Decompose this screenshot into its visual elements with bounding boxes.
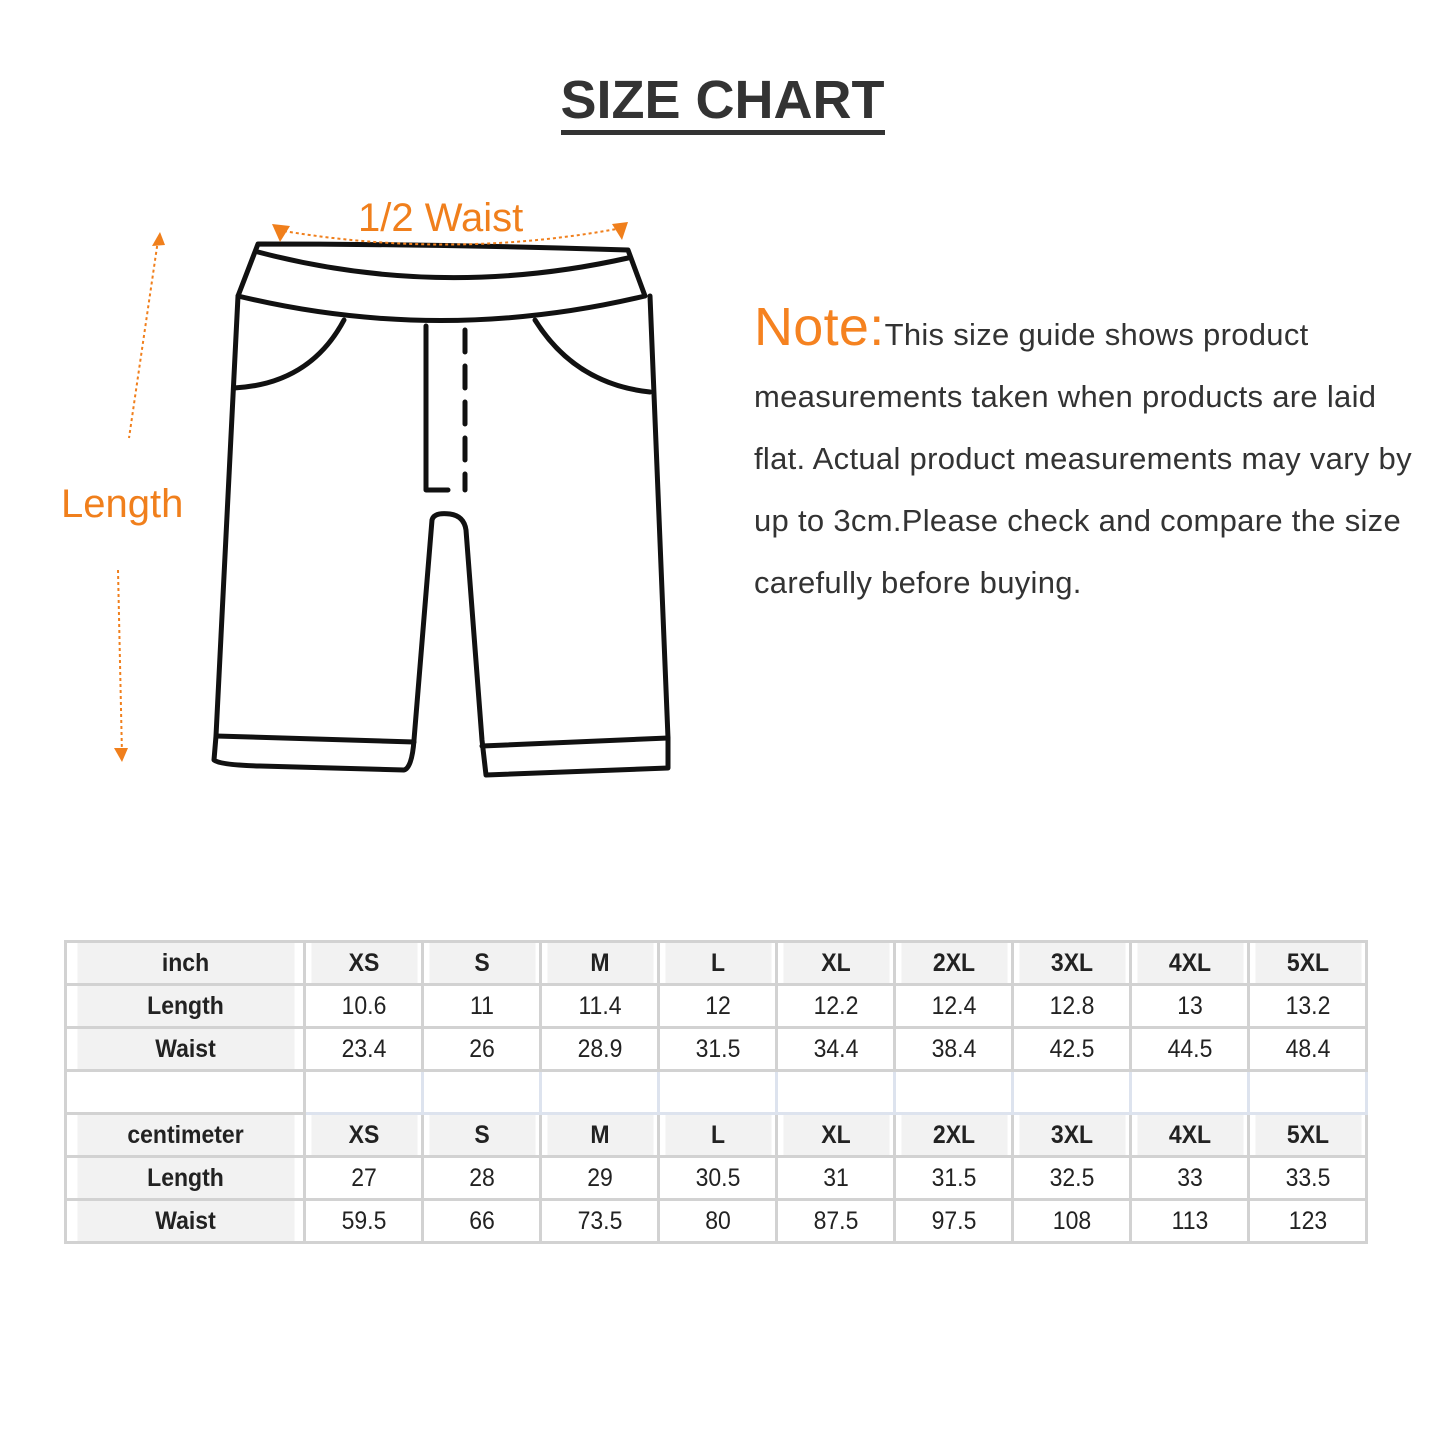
note-text: This size guide shows product measuremen… — [754, 317, 1412, 600]
table-cell: 59.5 — [307, 1198, 420, 1244]
empty-cell — [897, 1069, 1010, 1115]
table-cell: 12.2 — [779, 983, 892, 1029]
size-header: 5XL — [1251, 940, 1364, 986]
empty-cell — [543, 1069, 656, 1115]
table-cell: 113 — [1133, 1198, 1246, 1244]
table-cell: 108 — [1015, 1198, 1128, 1244]
shorts-outline — [211, 241, 671, 778]
size-header: 2XL — [897, 1112, 1010, 1158]
note: Note:This size guide shows product measu… — [754, 300, 1434, 614]
table-cell: 123 — [1251, 1198, 1364, 1244]
table-cell: 23.4 — [307, 1026, 420, 1072]
table-cell: 31 — [779, 1155, 892, 1201]
table-cell: 48.4 — [1251, 1026, 1364, 1072]
table-cell: 28 — [425, 1155, 538, 1201]
table-cell: 26 — [425, 1026, 538, 1072]
row-label: Length — [73, 983, 297, 1029]
size-header: M — [543, 1112, 656, 1158]
table-cell: 12.8 — [1015, 983, 1128, 1029]
size-header: 3XL — [1015, 1112, 1128, 1158]
row-label: Waist — [73, 1198, 297, 1244]
table-row: Waist 23.4 26 28.9 31.5 34.4 38.4 42.5 44.5 48.4 — [66, 1026, 1367, 1072]
table-cell: 87.5 — [779, 1198, 892, 1244]
header-row: centimeter XS S M L XL 2XL 3XL 4XL 5XL — [66, 1112, 1367, 1158]
size-header: 5XL — [1251, 1112, 1364, 1158]
measure-arrows — [117, 227, 623, 756]
size-header: L — [661, 1112, 774, 1158]
table-cell: 32.5 — [1015, 1155, 1128, 1201]
empty-cell — [73, 1069, 297, 1115]
table-row: Length 10.6 11 11.4 12 12.2 12.4 12.8 13 13.2 — [66, 983, 1367, 1029]
size-header: 2XL — [897, 940, 1010, 986]
table-cell: 44.5 — [1133, 1026, 1246, 1072]
size-header: S — [425, 940, 538, 986]
length-label: Length — [61, 482, 184, 526]
waist-label: 1/2 Waist — [358, 196, 524, 240]
table-cell: 31.5 — [897, 1155, 1010, 1201]
header-row: inch XS S M L XL 2XL 3XL 4XL 5XL — [66, 940, 1367, 986]
table-row: Length 27 28 29 30.5 31 31.5 32.5 33 33.5 — [66, 1155, 1367, 1201]
empty-cell — [425, 1069, 538, 1115]
size-header: M — [543, 940, 656, 986]
unit-header: centimeter — [73, 1112, 297, 1158]
size-header: XS — [307, 940, 420, 986]
empty-cell — [661, 1069, 774, 1115]
empty-cell — [1251, 1069, 1364, 1115]
unit-header: inch — [73, 940, 297, 986]
note-label: Note: — [754, 297, 885, 357]
empty-cell — [307, 1069, 420, 1115]
size-header: 4XL — [1133, 940, 1246, 986]
row-label: Waist — [73, 1026, 297, 1072]
size-table: inch XS S M L XL 2XL 3XL 4XL 5XL Length 10.6 11 11.4 1… — [64, 940, 1368, 1244]
table-cell: 73.5 — [543, 1198, 656, 1244]
empty-cell — [1133, 1069, 1246, 1115]
table-cell: 33.5 — [1251, 1155, 1364, 1201]
table-cell: 10.6 — [307, 983, 420, 1029]
shorts-diagram — [114, 222, 671, 778]
table-cell: 38.4 — [897, 1026, 1010, 1072]
size-header: 3XL — [1015, 940, 1128, 986]
table-cell: 80 — [661, 1198, 774, 1244]
empty-cell — [1015, 1069, 1128, 1115]
empty-cell — [779, 1069, 892, 1115]
table-cell: 12.4 — [897, 983, 1010, 1029]
table-cell: 13.2 — [1251, 983, 1364, 1029]
table-cell: 34.4 — [779, 1026, 892, 1072]
size-header: 4XL — [1133, 1112, 1246, 1158]
size-header: XL — [779, 940, 892, 986]
table-cell: 11.4 — [543, 983, 656, 1029]
table-cell: 66 — [425, 1198, 538, 1244]
row-label: Length — [73, 1155, 297, 1201]
table-row: Waist 59.5 66 73.5 80 87.5 97.5 108 113 123 — [66, 1198, 1367, 1244]
size-header: XL — [779, 1112, 892, 1158]
table-cell: 11 — [425, 983, 538, 1029]
size-header: L — [661, 940, 774, 986]
title-text: SIZE CHART — [560, 70, 885, 135]
table-cell: 97.5 — [897, 1198, 1010, 1244]
spacer-row — [66, 1069, 1367, 1115]
table-cell: 33 — [1133, 1155, 1246, 1201]
table-cell: 13 — [1133, 983, 1246, 1029]
size-header: S — [425, 1112, 538, 1158]
table-cell: 29 — [543, 1155, 656, 1201]
table-cell: 28.9 — [543, 1026, 656, 1072]
table-cell: 27 — [307, 1155, 420, 1201]
table-cell: 42.5 — [1015, 1026, 1128, 1072]
arrowheads — [114, 222, 628, 762]
table-cell: 12 — [661, 983, 774, 1029]
table-cell: 31.5 — [661, 1026, 774, 1072]
page-title: SIZE CHART — [0, 70, 1445, 135]
table-cell: 30.5 — [661, 1155, 774, 1201]
size-header: XS — [307, 1112, 420, 1158]
